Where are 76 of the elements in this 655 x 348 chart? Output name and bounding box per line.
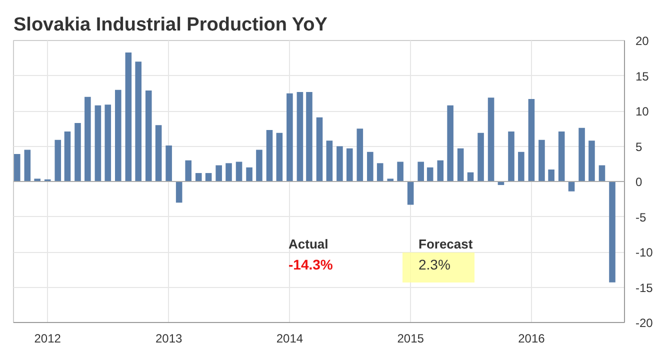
bar bbox=[125, 52, 132, 182]
bar bbox=[104, 104, 112, 182]
bar bbox=[387, 178, 394, 182]
bar bbox=[588, 140, 595, 182]
annotation: Actual bbox=[288, 236, 328, 252]
bar bbox=[316, 117, 323, 182]
bar bbox=[609, 182, 616, 282]
bar bbox=[397, 162, 404, 182]
bar bbox=[246, 167, 252, 182]
x-tick-label: 2014 bbox=[276, 332, 304, 346]
y-tick-label: -10 bbox=[636, 246, 654, 260]
bar bbox=[145, 90, 152, 182]
bar bbox=[336, 146, 343, 182]
bar bbox=[376, 163, 384, 182]
bar bbox=[135, 62, 142, 182]
bar bbox=[176, 182, 182, 203]
bar bbox=[216, 165, 222, 182]
bar bbox=[418, 162, 424, 182]
bar bbox=[407, 182, 414, 205]
bar bbox=[548, 170, 554, 182]
bar bbox=[286, 93, 293, 182]
bar bbox=[558, 131, 565, 182]
y-tick-label: -15 bbox=[636, 280, 654, 295]
bar bbox=[74, 122, 81, 182]
bar bbox=[326, 140, 333, 182]
bar bbox=[426, 167, 434, 182]
bar bbox=[447, 105, 454, 182]
bar bbox=[528, 99, 535, 182]
x-tick-label: 2016 bbox=[518, 332, 546, 346]
bar bbox=[306, 92, 312, 182]
y-tick-label: -20 bbox=[636, 316, 654, 330]
annotation: -14.3% bbox=[288, 256, 334, 272]
bar bbox=[367, 152, 374, 182]
bar bbox=[488, 98, 494, 182]
bar bbox=[478, 132, 484, 182]
bar bbox=[84, 96, 91, 182]
bar bbox=[205, 173, 212, 182]
annotation: Forecast bbox=[418, 236, 474, 252]
x-tick-label: 2013 bbox=[155, 332, 182, 346]
bar bbox=[356, 128, 364, 182]
bar bbox=[538, 140, 545, 182]
bar bbox=[166, 146, 172, 182]
bar bbox=[64, 131, 71, 182]
bar bbox=[568, 182, 575, 192]
bar bbox=[226, 163, 232, 182]
bar bbox=[185, 160, 192, 182]
bar bbox=[437, 160, 444, 182]
bar bbox=[24, 150, 31, 182]
bar bbox=[266, 130, 273, 182]
x-tick-label: 2015 bbox=[397, 332, 424, 346]
y-tick-label: 5 bbox=[636, 140, 642, 154]
bar bbox=[598, 165, 606, 182]
bar bbox=[508, 131, 514, 182]
bar bbox=[54, 140, 62, 182]
y-tick-label: 15 bbox=[636, 69, 650, 84]
bar bbox=[457, 148, 464, 182]
bar bbox=[34, 178, 40, 182]
y-tick-label: 20 bbox=[636, 34, 650, 48]
y-tick-label: 10 bbox=[636, 104, 650, 118]
bar bbox=[518, 152, 524, 182]
bar bbox=[578, 128, 585, 182]
bar bbox=[256, 150, 262, 182]
bar bbox=[155, 125, 162, 182]
bar bbox=[195, 173, 202, 182]
bar bbox=[94, 105, 102, 182]
bar bbox=[14, 154, 20, 182]
bar bbox=[236, 162, 242, 182]
chart-title: Slovakia Industrial Production YoY bbox=[14, 14, 328, 36]
x-tick-label: 2012 bbox=[34, 332, 62, 346]
bar bbox=[346, 148, 353, 182]
y-tick-label: -5 bbox=[636, 210, 646, 224]
annotation: 2.3% bbox=[418, 256, 450, 272]
bar bbox=[276, 132, 283, 182]
y-tick-label: 0 bbox=[636, 175, 642, 189]
bar bbox=[115, 90, 122, 182]
bar bbox=[296, 92, 304, 182]
